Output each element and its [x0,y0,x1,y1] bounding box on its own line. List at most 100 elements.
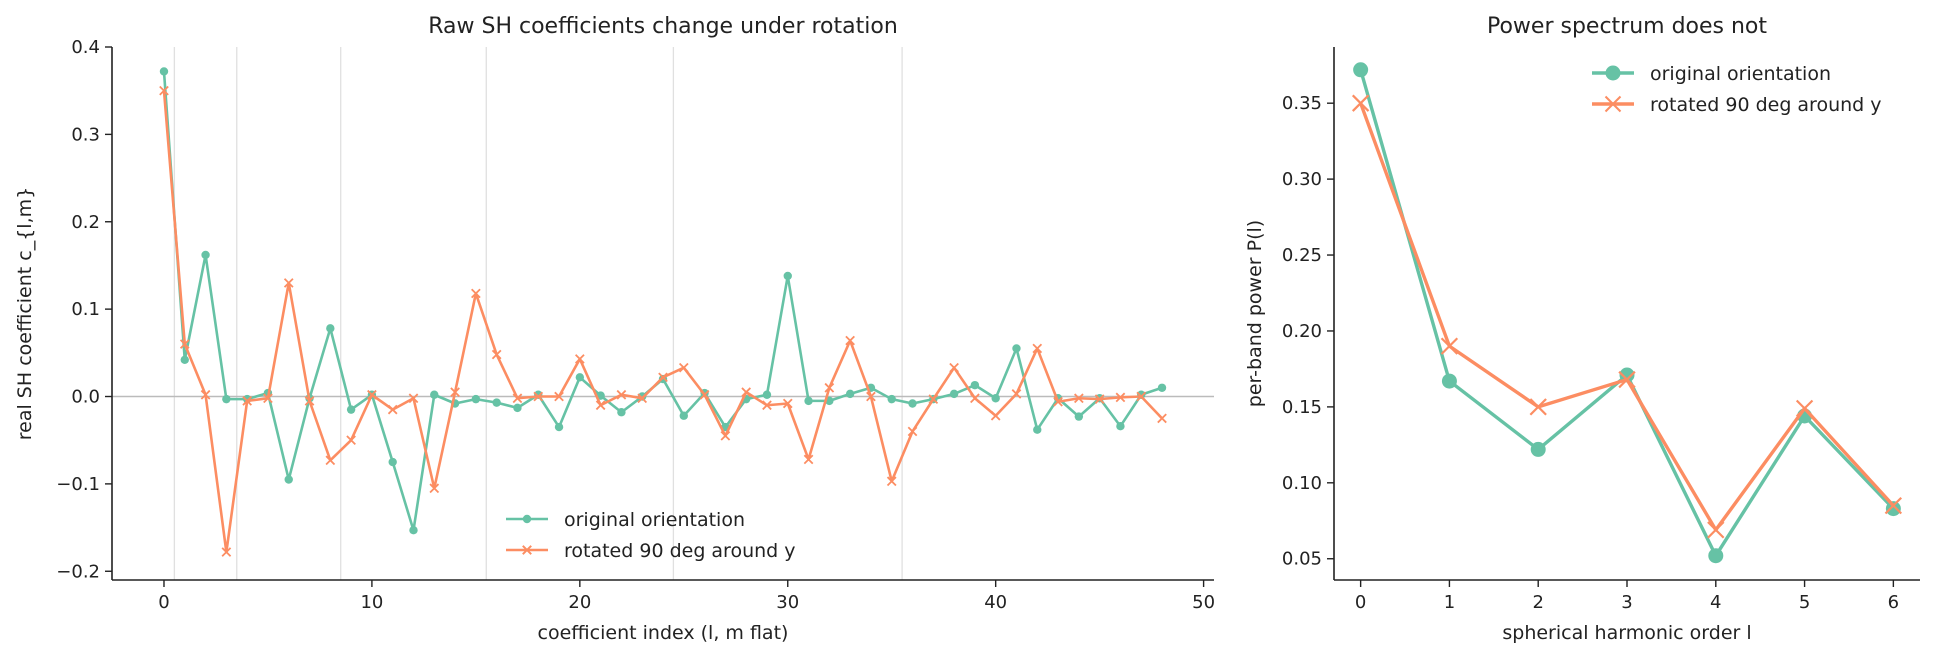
data-point-rotated [221,547,232,557]
legend-entry-label: rotated 90 deg around y [1650,94,1882,116]
x-marker-stroke [346,435,356,446]
legend: original orientation rotated 90 deg aroun… [1592,63,1882,116]
data-point-original [783,271,792,281]
x-marker-stroke [367,389,377,400]
series-line-original [1359,69,1895,558]
data-point-rotated [242,396,252,406]
data-point-rotated [512,393,523,404]
data-point-rotated [678,362,689,373]
data-point-original [430,390,439,399]
data-point-rotated [595,400,606,411]
x-marker-stroke [678,362,689,373]
y-axis-label: per-band power P(l) [1244,220,1266,407]
y-tick-label: 0.4 [71,37,100,58]
data-point-original [1012,344,1021,353]
x-tick-label: 20 [568,592,591,613]
x-marker-stroke [408,393,419,404]
chart-title: Raw SH coefficients change under rotatio… [428,14,898,39]
legend-marker-circle [522,514,532,524]
x-axis-label: coefficient index (l, m flat) [538,622,789,644]
data-point-rotated [658,372,668,383]
data-point-rotated [928,394,939,404]
x-marker-stroke [1157,413,1167,424]
data-point-rotated [1074,393,1084,404]
data-point-rotated [491,349,502,360]
x-marker-stroke [1094,394,1105,404]
y-tick-label: 0.1 [71,299,100,320]
data-point-rotated [429,483,440,494]
data-point-rotated [367,389,377,400]
x-marker-stroke [574,354,585,364]
x-marker-stroke [221,547,232,557]
x-marker-stroke [990,410,1001,421]
data-point-original [970,380,980,390]
x-tick-label: 2 [1532,592,1543,613]
data-point-rotated [533,391,544,402]
data-point-rotated [179,339,190,349]
legend-marker-x [522,545,532,555]
data-point-original [1885,501,1901,517]
x-marker-stroke [263,393,273,404]
x-marker-stroke [970,393,980,404]
data-point-rotated [574,354,585,364]
data-point-original [1353,62,1369,78]
chart-power-spectrum: 0 1 2 3 4 5 6 0.05 0.10 0.15 0.20 0.25 0.30 0.35 Power… [1244,14,1920,644]
data-point-rotated [1115,392,1126,403]
x-tick-label: 1 [1444,592,1455,613]
data-point-rotated [159,85,169,96]
series-line-rotated [162,90,1163,554]
data-point-rotated [471,288,481,299]
data-point-rotated [1136,391,1147,402]
x-marker-stroke [1032,343,1043,354]
data-point-rotated [616,389,627,400]
y-tick-label: 0.3 [71,124,100,145]
y-tick-label: 0.30 [1282,169,1322,190]
x-marker-stroke [907,426,918,437]
x-marker-stroke [845,335,855,346]
y-tick-label: 0.35 [1282,93,1322,114]
data-point-rotated [762,400,772,411]
data-point-original [471,394,481,404]
x-marker-stroke [741,387,752,397]
x-marker-stroke [886,476,897,487]
x-marker-stroke [1707,521,1725,539]
data-point-rotated [304,396,315,406]
data-point-rotated [200,389,211,400]
x-marker-stroke [471,288,481,299]
x-marker-stroke [450,387,460,397]
x-marker-stroke [658,372,668,383]
x-marker-stroke [1074,393,1084,404]
data-point-original [1708,548,1724,564]
data-point-original [180,355,189,365]
x-marker-stroke [304,396,315,406]
data-point-original [949,389,959,399]
data-point-original [554,422,564,432]
data-point-original [1619,367,1635,383]
data-point-rotated [990,410,1001,421]
y-tick-label: 0.2 [71,212,100,233]
y-tick-label: −0.2 [56,561,100,582]
x-tick-label: 0 [158,592,169,613]
data-point-rotated [450,387,460,397]
x-marker-stroke [928,394,939,404]
data-point-rotated [720,430,731,441]
data-point-original [1033,425,1042,434]
data-point-original [326,324,335,333]
data-point-rotated [1157,413,1167,424]
data-point-rotated [1440,337,1459,355]
x-tick-label: 6 [1888,592,1899,613]
data-point-rotated [886,476,897,487]
data-point-original [804,396,813,406]
data-point-rotated [866,391,876,402]
x-marker-stroke [595,400,606,411]
legend-marker-circle [1605,65,1621,81]
x-marker-stroke [200,389,211,400]
x-marker-stroke [866,391,876,402]
data-point-rotated [1884,496,1903,515]
data-point-rotated [1618,370,1636,389]
x-tick-label: 10 [360,592,383,613]
data-point-original [492,398,501,407]
y-tick-label: 0.15 [1282,397,1322,418]
data-point-original [1157,383,1167,392]
series-line-original [162,71,1163,532]
